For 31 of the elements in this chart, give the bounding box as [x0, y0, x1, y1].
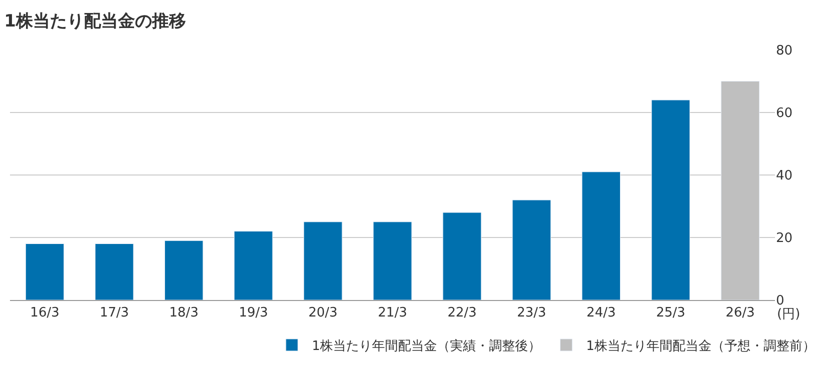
x-tick-label: 20/3 [308, 306, 338, 321]
x-tick-label: 19/3 [238, 306, 268, 321]
x-tick-label: 24/3 [586, 306, 616, 321]
bar [234, 231, 273, 300]
x-tick-label: 22/3 [447, 306, 477, 321]
bar [373, 222, 412, 300]
x-tick-label: 21/3 [378, 306, 408, 321]
x-tick-label: 16/3 [30, 306, 60, 321]
bar [720, 81, 760, 300]
bar [512, 200, 551, 300]
y-tick-label: 20 [776, 231, 793, 246]
y-tick-label: 40 [776, 168, 793, 184]
y-tick-label: 0 [776, 294, 784, 309]
bar [164, 240, 204, 300]
legend-label: 1株当たり年間配当金（実績・調整後） [312, 338, 542, 354]
legend-label: 1株当たり年間配当金（予想・調整前） [586, 339, 816, 354]
x-tick-label: 18/3 [169, 306, 198, 321]
bar [442, 212, 482, 300]
x-tick-label: 17/3 [100, 306, 129, 321]
x-tick-label: 25/3 [656, 306, 686, 321]
bar [582, 172, 621, 300]
bar [304, 222, 342, 300]
bar [25, 244, 64, 300]
bar [94, 244, 134, 300]
x-tick-label: 26/3 [726, 306, 755, 321]
chart-title: 1株当たり配当金の推移 [4, 12, 186, 32]
x-tick-label: 23/3 [516, 306, 546, 321]
bar [651, 100, 690, 300]
y-axis-title: (円) [777, 307, 800, 322]
y-tick-label: 80 [776, 44, 793, 59]
y-tick-label: 60 [776, 106, 793, 122]
